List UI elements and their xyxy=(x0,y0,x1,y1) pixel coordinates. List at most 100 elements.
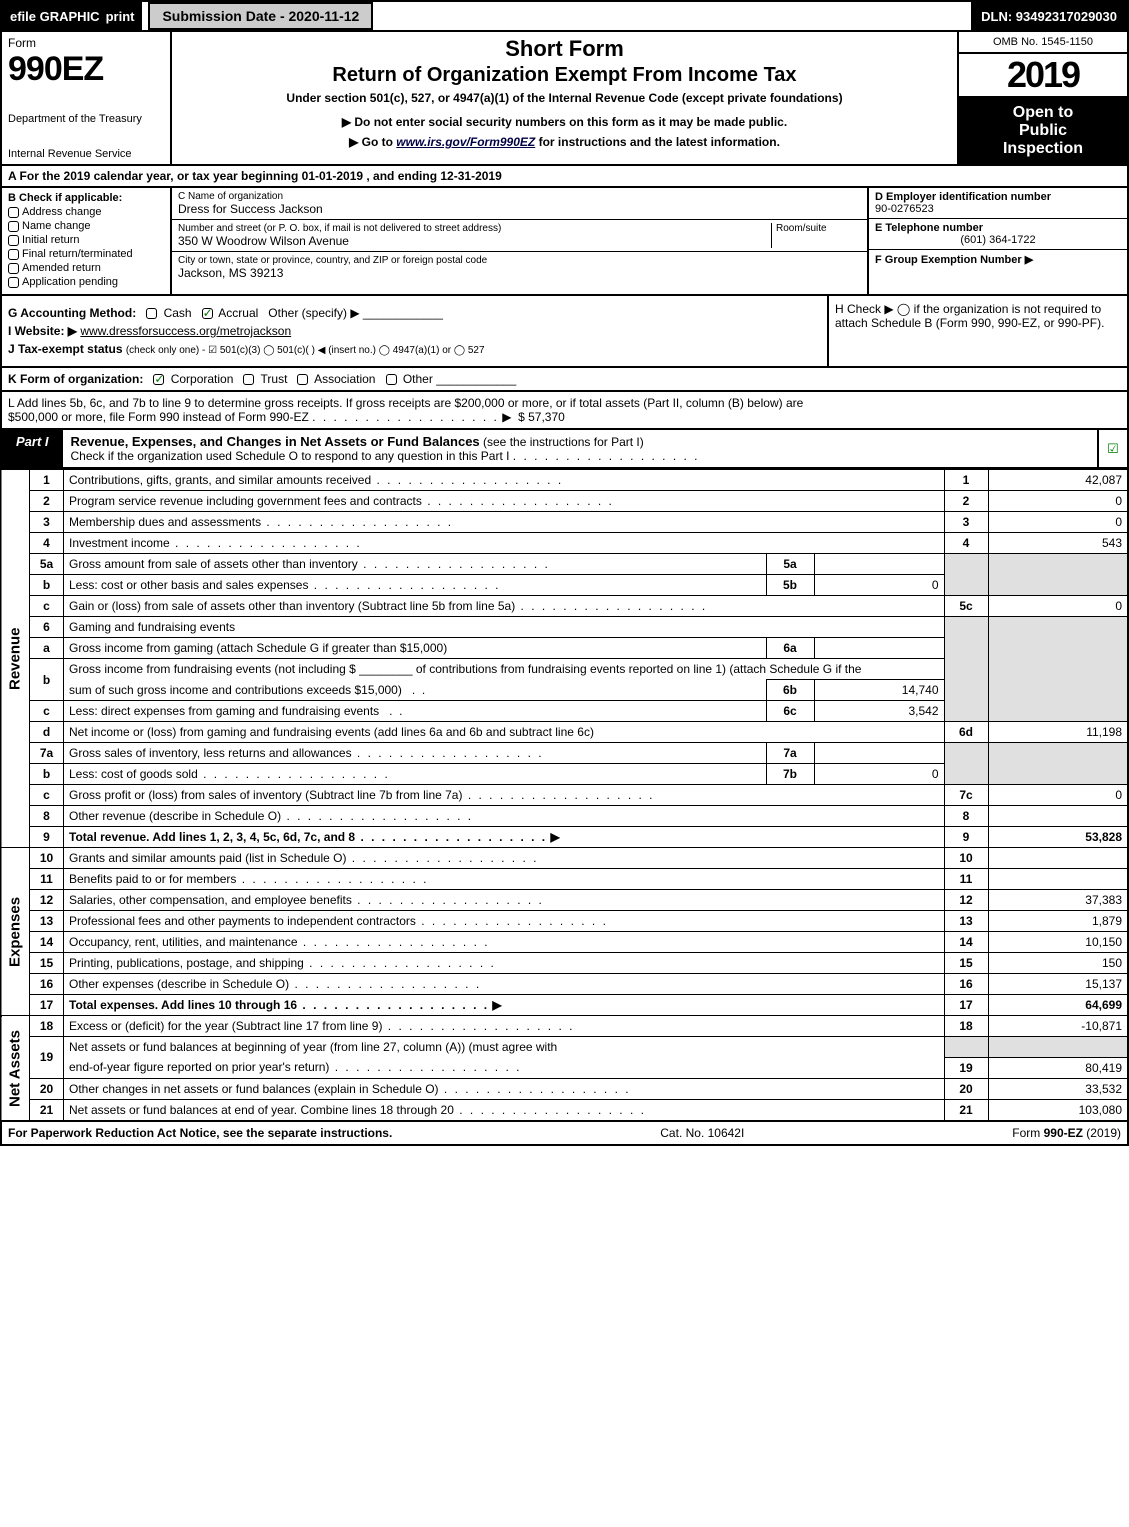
d-label: D Employer identification number xyxy=(875,191,1121,203)
h-box: H Check ▶ ◯ if the organization is not r… xyxy=(827,296,1127,366)
table-row: 17 Total expenses. Add lines 10 through … xyxy=(1,995,1128,1016)
dept-line-2: Internal Revenue Service xyxy=(8,148,164,160)
footer-right: Form 990-EZ (2019) xyxy=(1012,1126,1121,1140)
footer-left: For Paperwork Reduction Act Notice, see … xyxy=(8,1126,392,1140)
chk-association[interactable] xyxy=(297,374,308,385)
part-1-table: Revenue 1 Contributions, gifts, grants, … xyxy=(0,469,1129,1122)
val-21: 103,080 xyxy=(988,1099,1128,1121)
chk-trust[interactable] xyxy=(243,374,254,385)
val-7b: 0 xyxy=(814,764,944,785)
open-l1: Open to xyxy=(963,104,1123,122)
g-label: G Accounting Method: xyxy=(8,306,136,320)
chk-corporation[interactable] xyxy=(153,374,164,385)
table-row: 4 Investment income 4 543 xyxy=(1,533,1128,554)
efile-label: efile GRAPHIC xyxy=(10,9,100,24)
schedule-o-check[interactable]: ☑ xyxy=(1097,430,1127,467)
group-exempt-cell: F Group Exemption Number ▶ xyxy=(869,250,1127,269)
subtitle-section: Under section 501(c), 527, or 4947(a)(1)… xyxy=(182,91,947,105)
header-left: Form 990EZ Department of the Treasury In… xyxy=(2,32,172,164)
revenue-sidetab: Revenue xyxy=(1,470,30,848)
dots-icon xyxy=(513,449,700,463)
open-l3: Inspection xyxy=(963,140,1123,158)
gross-receipts: $ 57,370 xyxy=(518,410,565,424)
table-row: 19 Net assets or fund balances at beginn… xyxy=(1,1037,1128,1058)
part-1-desc: Revenue, Expenses, and Changes in Net As… xyxy=(63,430,1097,467)
phone-value: (601) 364-1722 xyxy=(875,234,1121,246)
org-city: Jackson, MS 39213 xyxy=(178,266,861,280)
val-6d: 11,198 xyxy=(988,722,1128,743)
table-row: 8 Other revenue (describe in Schedule O)… xyxy=(1,806,1128,827)
dln-box: DLN: 93492317029030 xyxy=(971,2,1127,30)
chk-amended-return[interactable]: Amended return xyxy=(8,262,164,274)
val-13: 1,879 xyxy=(988,911,1128,932)
omb-number: OMB No. 1545-1150 xyxy=(959,32,1127,54)
form-label: Form xyxy=(8,36,164,50)
ein-value: 90-0276523 xyxy=(875,203,1121,215)
val-2: 0 xyxy=(988,491,1128,512)
org-mid: C Name of organization Dress for Success… xyxy=(172,188,867,294)
org-name-cell: C Name of organization Dress for Success… xyxy=(172,188,867,220)
i-label: I Website: ▶ xyxy=(8,324,77,338)
h-text: H Check ▶ ◯ if the organization is not r… xyxy=(835,302,1104,330)
chk-final-return[interactable]: Final return/terminated xyxy=(8,248,164,260)
phone-cell: E Telephone number (601) 364-1722 xyxy=(869,219,1127,250)
part-1-title: Revenue, Expenses, and Changes in Net As… xyxy=(71,434,480,449)
section-b: B Check if applicable: Address change Na… xyxy=(2,188,172,294)
table-row: 12 Salaries, other compensation, and emp… xyxy=(1,890,1128,911)
table-row: 5a Gross amount from sale of assets othe… xyxy=(1,554,1128,575)
header-right: OMB No. 1545-1150 2019 Open to Public In… xyxy=(957,32,1127,164)
netassets-sidetab: Net Assets xyxy=(1,1016,30,1121)
val-12: 37,383 xyxy=(988,890,1128,911)
submission-date-box: Submission Date - 2020-11-12 xyxy=(148,2,373,30)
table-row: Expenses 10 Grants and similar amounts p… xyxy=(1,848,1128,869)
efile-graphic-print[interactable]: efile GRAPHIC print xyxy=(2,2,142,30)
org-addr-cell: Number and street (or P. O. box, if mail… xyxy=(172,220,867,252)
open-l2: Public xyxy=(963,122,1123,140)
ssn-warning: ▶ Do not enter social security numbers o… xyxy=(182,115,947,129)
table-row: d Net income or (loss) from gaming and f… xyxy=(1,722,1128,743)
form-number: 990EZ xyxy=(8,50,164,89)
part-1-check: Check if the organization used Schedule … xyxy=(71,449,510,463)
part-1-tab: Part I xyxy=(2,430,63,467)
table-row: Net Assets 18 Excess or (deficit) for th… xyxy=(1,1016,1128,1037)
tax-year-line: A For the 2019 calendar year, or tax yea… xyxy=(0,166,1129,188)
val-16: 15,137 xyxy=(988,974,1128,995)
val-18: -10,871 xyxy=(988,1016,1128,1037)
expenses-sidetab: Expenses xyxy=(1,848,30,1016)
org-address: 350 W Woodrow Wilson Avenue xyxy=(178,234,771,248)
print-link[interactable]: print xyxy=(106,9,135,24)
j-row: J Tax-exempt status (check only one) - ☑… xyxy=(8,342,821,356)
chk-name-change[interactable]: Name change xyxy=(8,220,164,232)
part-1-header: Part I Revenue, Expenses, and Changes in… xyxy=(0,430,1129,469)
val-14: 10,150 xyxy=(988,932,1128,953)
arrow-icon xyxy=(502,410,511,424)
val-5b: 0 xyxy=(814,575,944,596)
b-label: B Check if applicable: xyxy=(8,192,164,204)
val-17: 64,699 xyxy=(988,995,1128,1016)
j-text: (check only one) - ☑ 501(c)(3) ◯ 501(c)(… xyxy=(126,345,485,356)
chk-other[interactable] xyxy=(386,374,397,385)
instructions-line: ▶ Go to www.irs.gov/Form990EZ for instru… xyxy=(182,135,947,149)
page-footer: For Paperwork Reduction Act Notice, see … xyxy=(0,1122,1129,1146)
addr-label: Number and street (or P. O. box, if mail… xyxy=(178,223,771,234)
instr-pre: ▶ Go to xyxy=(349,135,396,149)
val-6b: 14,740 xyxy=(814,680,944,701)
ein-cell: D Employer identification number 90-0276… xyxy=(869,188,1127,219)
chk-application-pending[interactable]: Application pending xyxy=(8,276,164,288)
l-line-1: L Add lines 5b, 6c, and 7b to line 9 to … xyxy=(8,396,1121,410)
chk-initial-return[interactable]: Initial return xyxy=(8,234,164,246)
table-row: 21 Net assets or fund balances at end of… xyxy=(1,1099,1128,1121)
acct-left: G Accounting Method: Cash Accrual Other … xyxy=(2,296,827,366)
chk-cash[interactable] xyxy=(146,308,157,319)
g-row: G Accounting Method: Cash Accrual Other … xyxy=(8,306,821,320)
val-20: 33,532 xyxy=(988,1078,1128,1099)
irs-link[interactable]: www.irs.gov/Form990EZ xyxy=(396,135,535,149)
val-7c: 0 xyxy=(988,785,1128,806)
acct-block: G Accounting Method: Cash Accrual Other … xyxy=(0,296,1129,368)
chk-address-change[interactable]: Address change xyxy=(8,206,164,218)
table-row: 15 Printing, publications, postage, and … xyxy=(1,953,1128,974)
table-row: 3 Membership dues and assessments 3 0 xyxy=(1,512,1128,533)
i-row: I Website: ▶ www.dressforsuccess.org/met… xyxy=(8,324,821,338)
chk-accrual[interactable] xyxy=(202,308,213,319)
website-value[interactable]: www.dressforsuccess.org/metrojackson xyxy=(80,324,291,338)
